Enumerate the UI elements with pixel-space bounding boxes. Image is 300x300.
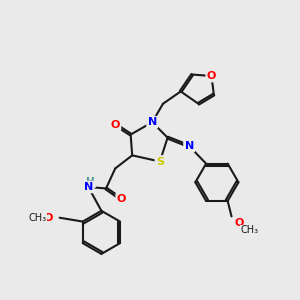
Text: N: N	[84, 182, 93, 192]
Text: O: O	[207, 71, 216, 81]
Text: O: O	[44, 213, 53, 223]
Text: N: N	[184, 141, 194, 151]
Text: S: S	[156, 157, 164, 166]
Text: O: O	[235, 218, 244, 227]
Text: N: N	[148, 117, 157, 127]
Text: O: O	[111, 119, 120, 130]
Text: CH₃: CH₃	[29, 214, 47, 224]
Text: CH₃: CH₃	[240, 225, 258, 235]
Text: O: O	[117, 194, 126, 204]
Text: H: H	[86, 176, 95, 187]
